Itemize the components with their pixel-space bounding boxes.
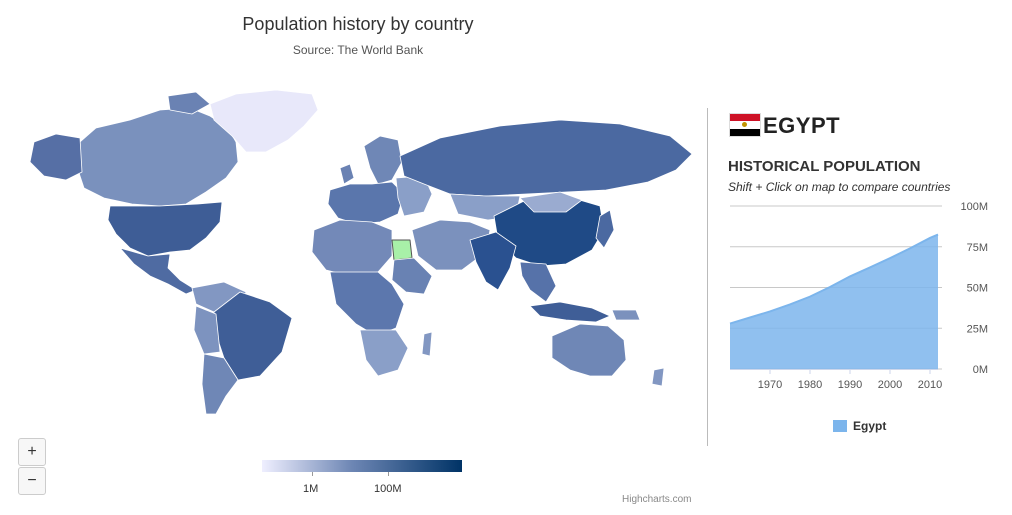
- y-axis: 0M 25M 50M 75M 100M: [960, 201, 988, 376]
- country-alaska[interactable]: [29, 133, 83, 181]
- country-egypt[interactable]: [391, 239, 413, 261]
- x-tick-label: 2010: [918, 379, 942, 391]
- legend-symbol-egypt: [833, 420, 847, 432]
- x-tick-label: 2000: [878, 379, 902, 391]
- section-title: HISTORICAL POPULATION: [728, 158, 921, 175]
- y-tick-label: 100M: [960, 201, 988, 213]
- x-tick-label: 1970: [758, 379, 782, 391]
- country-madagascar[interactable]: [421, 331, 433, 357]
- legend-tick: [312, 472, 313, 476]
- legend-label-1m: 1M: [303, 483, 319, 495]
- y-tick-label: 25M: [967, 323, 988, 335]
- country-argentina-chile[interactable]: [201, 353, 239, 415]
- legend-label-100m: 100M: [374, 483, 402, 495]
- country-new-guinea[interactable]: [611, 309, 641, 321]
- country-arctic-islands[interactable]: [167, 91, 211, 115]
- series-area-egypt[interactable]: [730, 234, 938, 369]
- country-australia[interactable]: [551, 323, 627, 377]
- country-usa[interactable]: [107, 201, 223, 257]
- y-tick-label: 75M: [967, 242, 988, 254]
- population-chart[interactable]: 1970 1980 1990 2000 2010 0M 25M 50M 75M 100M Egy…: [720, 196, 1000, 446]
- page-title: Population history by country: [242, 14, 474, 34]
- country-southeast-asia[interactable]: [519, 261, 557, 303]
- country-russia[interactable]: [399, 119, 693, 197]
- x-tick-label: 1980: [798, 379, 822, 391]
- country-sudan-ethiopia[interactable]: [391, 257, 433, 295]
- color-axis-legend: [262, 460, 462, 472]
- legend-tick: [388, 472, 389, 476]
- legend-item-egypt: Egypt: [853, 419, 886, 433]
- country-uk[interactable]: [339, 163, 355, 185]
- y-tick-label: 50M: [967, 283, 988, 295]
- egypt-flag-icon: [729, 113, 761, 137]
- country-canada[interactable]: [77, 107, 239, 207]
- country-indonesia[interactable]: [529, 301, 611, 323]
- world-map[interactable]: [0, 80, 706, 425]
- x-axis: 1970 1980 1990 2000 2010: [758, 369, 942, 391]
- chart-legend: Egypt: [833, 419, 886, 433]
- country-north-africa[interactable]: [311, 219, 393, 277]
- country-scandinavia[interactable]: [363, 135, 403, 185]
- country-greenland[interactable]: [209, 89, 319, 153]
- country-peru-bolivia[interactable]: [193, 305, 221, 355]
- country-brazil[interactable]: [213, 291, 293, 381]
- country-western-europe[interactable]: [327, 181, 405, 225]
- country-japan[interactable]: [595, 209, 615, 249]
- zoom-in-button[interactable]: +: [18, 438, 46, 466]
- compare-hint: Shift + Click on map to compare countrie…: [728, 180, 951, 194]
- country-southern-africa[interactable]: [359, 329, 409, 377]
- country-central-africa[interactable]: [329, 271, 405, 337]
- highcharts-credits[interactable]: Highcharts.com: [622, 494, 692, 505]
- country-india[interactable]: [469, 231, 517, 291]
- y-tick-label: 0M: [973, 364, 988, 376]
- zoom-out-button[interactable]: −: [18, 467, 46, 495]
- country-name: EGYPT: [763, 113, 841, 138]
- series-line-egypt: [729, 233, 939, 325]
- country-mexico[interactable]: [119, 247, 197, 295]
- country-new-zealand[interactable]: [651, 367, 665, 387]
- country-mongolia[interactable]: [519, 191, 583, 213]
- page-subtitle: Source: The World Bank: [292, 43, 424, 57]
- x-tick-label: 1990: [838, 379, 862, 391]
- panel-divider: [707, 108, 708, 446]
